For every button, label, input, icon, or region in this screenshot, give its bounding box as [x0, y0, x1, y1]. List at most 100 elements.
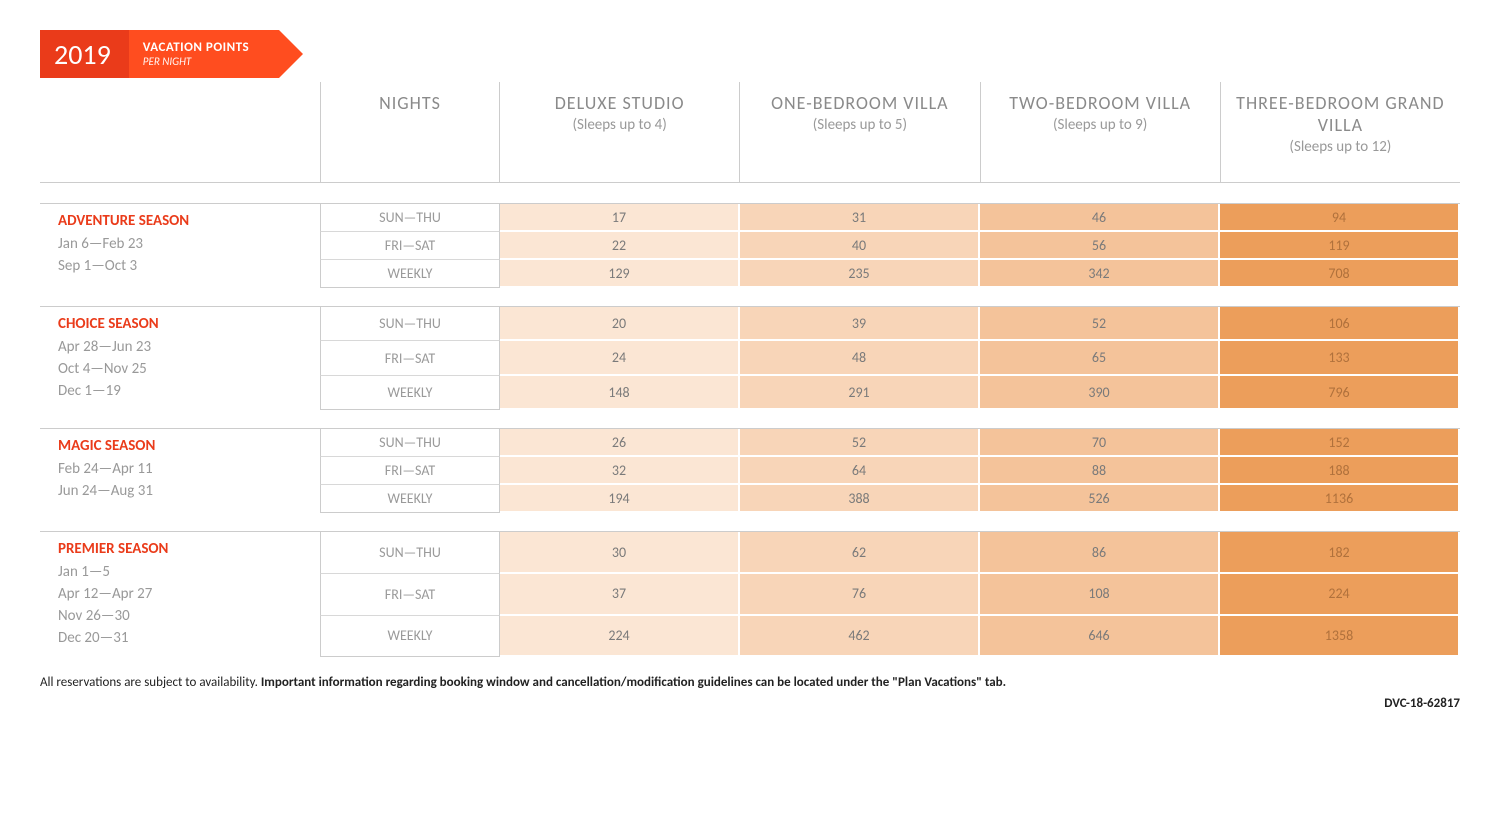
nights-cell: WEEKLY [320, 485, 500, 513]
footnote-bold: Important information regarding booking … [261, 675, 1006, 690]
column-header-row: NIGHTS DELUXE STUDIO (Sleeps up to 4) ON… [40, 82, 1460, 183]
value-cell: 30 [500, 532, 740, 574]
data-row: WEEKLY148291390796 [320, 376, 1460, 410]
season-info: CHOICE SEASONApr 28—Jun 23Oct 4—Nov 25De… [40, 307, 320, 410]
value-cell: 94 [1220, 204, 1460, 232]
season-block: PREMIER SEASON Jan 1—5Apr 12—Apr 27Nov 26… [40, 531, 1460, 657]
value-cell: 32 [500, 457, 740, 485]
value-cell: 40 [740, 232, 980, 260]
nights-cell: FRI—SAT [320, 232, 500, 260]
footnote: All reservations are subject to availabi… [40, 675, 1460, 690]
header-banner: 2019 VACATION POINTS PER NIGHT [40, 30, 1460, 78]
season-rows: SUN—THU265270152FRI—SAT326488188WEEKLY19… [320, 429, 1460, 513]
value-cell: 182 [1220, 532, 1460, 574]
season-name: PREMIER SEASON [58, 540, 302, 558]
nights-cell: SUN—THU [320, 429, 500, 457]
value-cell: 52 [980, 307, 1220, 341]
value-cell: 390 [980, 376, 1220, 410]
season-date: Apr 12—Apr 27 [58, 584, 302, 606]
value-cell: 76 [740, 574, 980, 616]
season-name: MAGIC SEASON [58, 437, 302, 455]
room-sleeps: (Sleeps up to 5) [748, 116, 971, 134]
room-sleeps: (Sleeps up to 4) [508, 116, 731, 134]
value-cell: 129 [500, 260, 740, 288]
room-name: DELUXE STUDIO [508, 92, 731, 114]
value-cell: 22 [500, 232, 740, 260]
room-name: THREE-BEDROOM GRAND VILLA [1229, 92, 1452, 136]
data-row: SUN—THU265270152 [320, 429, 1460, 457]
value-cell: 194 [500, 485, 740, 513]
value-cell: 46 [980, 204, 1220, 232]
season-date: Dec 1—19 [58, 381, 302, 403]
value-cell: 148 [500, 376, 740, 410]
data-row: FRI—SAT3776108224 [320, 574, 1460, 616]
season-info: PREMIER SEASON Jan 1—5Apr 12—Apr 27Nov 26… [40, 532, 320, 657]
room-header-three-bedroom: THREE-BEDROOM GRAND VILLA (Sleeps up to … [1221, 82, 1460, 182]
seasons-container: ADVENTURE SEASONJan 6—Feb 23Sep 1—Oct 3S… [40, 203, 1460, 657]
value-cell: 37 [500, 574, 740, 616]
value-cell: 388 [740, 485, 980, 513]
room-name: ONE-BEDROOM VILLA [748, 92, 971, 114]
data-row: WEEKLY2244626461358 [320, 616, 1460, 658]
data-row: SUN—THU306286182 [320, 532, 1460, 574]
value-cell: 52 [740, 429, 980, 457]
season-rows: SUN—THU17314694FRI—SAT224056119WEEKLY129… [320, 204, 1460, 288]
season-info: ADVENTURE SEASONJan 6—Feb 23Sep 1—Oct 3 [40, 204, 320, 288]
value-cell: 708 [1220, 260, 1460, 288]
season-info: MAGIC SEASON Feb 24—Apr 11Jun 24—Aug 31 [40, 429, 320, 513]
value-cell: 62 [740, 532, 980, 574]
season-date: Oct 4—Nov 25 [58, 359, 302, 381]
value-cell: 188 [1220, 457, 1460, 485]
value-cell: 70 [980, 429, 1220, 457]
season-block: ADVENTURE SEASONJan 6—Feb 23Sep 1—Oct 3S… [40, 203, 1460, 288]
value-cell: 64 [740, 457, 980, 485]
value-cell: 224 [500, 616, 740, 658]
season-rows: SUN—THU306286182FRI—SAT3776108224WEEKLY2… [320, 532, 1460, 657]
data-row: SUN—THU203952106 [320, 307, 1460, 341]
room-sleeps: (Sleeps up to 12) [1229, 138, 1452, 156]
value-cell: 17 [500, 204, 740, 232]
value-cell: 26 [500, 429, 740, 457]
banner-subtitle: PER NIGHT [143, 55, 249, 68]
season-date: Jan 1—5 [58, 562, 302, 584]
value-cell: 152 [1220, 429, 1460, 457]
data-row: FRI—SAT326488188 [320, 457, 1460, 485]
value-cell: 342 [980, 260, 1220, 288]
value-cell: 235 [740, 260, 980, 288]
season-date: Jan 6—Feb 23 [58, 234, 302, 256]
season-date: Jun 24—Aug 31 [58, 481, 302, 503]
value-cell: 1136 [1220, 485, 1460, 513]
value-cell: 88 [980, 457, 1220, 485]
season-date: Feb 24—Apr 11 [58, 459, 302, 481]
season-date: Dec 20—31 [58, 628, 302, 650]
value-cell: 224 [1220, 574, 1460, 616]
document-code: DVC-18-62817 [40, 696, 1460, 711]
value-cell: 108 [980, 574, 1220, 616]
value-cell: 119 [1220, 232, 1460, 260]
value-cell: 20 [500, 307, 740, 341]
footnote-plain: All reservations are subject to availabi… [40, 675, 261, 690]
season-date: Sep 1—Oct 3 [58, 256, 302, 278]
value-cell: 133 [1220, 341, 1460, 375]
banner-title: VACATION POINTS [143, 40, 249, 55]
room-sleeps: (Sleeps up to 9) [989, 116, 1212, 134]
nights-cell: SUN—THU [320, 532, 500, 574]
data-row: WEEKLY129235342708 [320, 260, 1460, 288]
value-cell: 106 [1220, 307, 1460, 341]
points-chart: NIGHTS DELUXE STUDIO (Sleeps up to 4) ON… [40, 82, 1460, 657]
nights-cell: WEEKLY [320, 376, 500, 410]
banner-year: 2019 [40, 30, 129, 78]
season-date: Nov 26—30 [58, 606, 302, 628]
value-cell: 56 [980, 232, 1220, 260]
nights-cell: WEEKLY [320, 260, 500, 288]
value-cell: 86 [980, 532, 1220, 574]
nights-cell: SUN—THU [320, 204, 500, 232]
season-block: CHOICE SEASONApr 28—Jun 23Oct 4—Nov 25De… [40, 306, 1460, 410]
room-name: TWO-BEDROOM VILLA [989, 92, 1212, 114]
season-block: MAGIC SEASON Feb 24—Apr 11Jun 24—Aug 31 SU… [40, 428, 1460, 513]
value-cell: 24 [500, 341, 740, 375]
data-row: WEEKLY1943885261136 [320, 485, 1460, 513]
value-cell: 291 [740, 376, 980, 410]
season-rows: SUN—THU203952106FRI—SAT244865133WEEKLY14… [320, 307, 1460, 410]
nights-cell: FRI—SAT [320, 341, 500, 375]
